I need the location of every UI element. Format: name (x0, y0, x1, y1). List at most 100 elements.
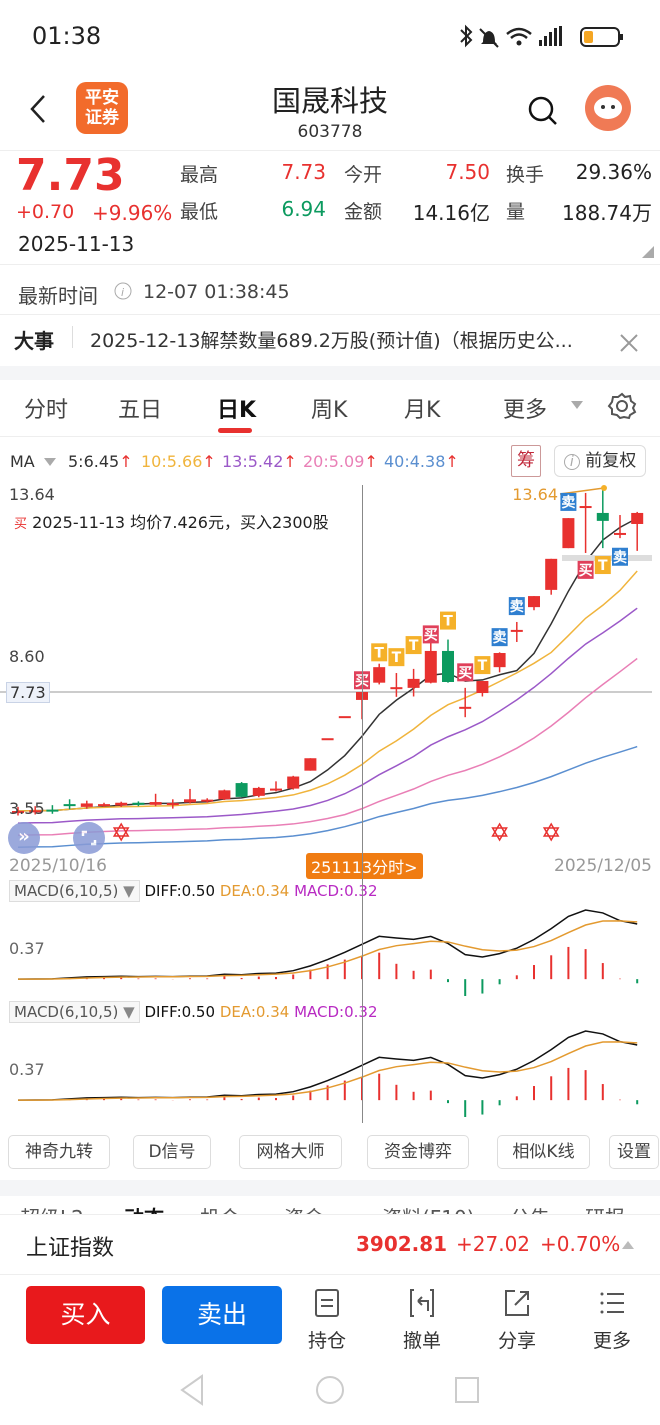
macd-chart[interactable] (0, 900, 660, 1000)
signal-badge[interactable]: 卖 (491, 628, 508, 647)
macd-chart-2[interactable] (0, 1021, 660, 1121)
candle[interactable] (631, 511, 644, 551)
candle[interactable] (321, 738, 334, 741)
tab-0[interactable]: 分时 (24, 398, 69, 423)
tool-button-0[interactable]: 神奇九转 (8, 1135, 110, 1169)
intraday-link-tag[interactable]: 251113分时> (306, 853, 423, 879)
chip-distribution-button[interactable]: 筹 (511, 445, 541, 477)
candle[interactable] (149, 793, 162, 807)
nav-position[interactable]: 持仓 (292, 1287, 362, 1353)
signal-badge[interactable]: T (405, 636, 422, 655)
info-tab-3[interactable]: 资金 (284, 1202, 324, 1214)
info-tab-0[interactable]: 超级L2 (20, 1202, 84, 1214)
signal-badge[interactable]: T (594, 556, 611, 575)
close-icon[interactable] (618, 332, 640, 354)
candle[interactable] (270, 781, 282, 792)
signal-badge[interactable]: T (388, 648, 405, 667)
tab-5[interactable]: 更多 (503, 398, 548, 423)
candle[interactable] (442, 639, 454, 683)
search-icon[interactable] (526, 94, 560, 128)
tool-button-4[interactable]: 相似K线 (497, 1135, 590, 1169)
candle[interactable] (29, 806, 42, 815)
signal-badge[interactable]: 卖 (612, 547, 628, 566)
candle[interactable] (562, 518, 575, 549)
tab-3[interactable]: 周K (311, 398, 348, 423)
candle[interactable] (115, 801, 128, 807)
signal-badge[interactable]: T (474, 656, 491, 675)
star-marker-icon[interactable] (542, 822, 560, 842)
candle[interactable] (596, 488, 609, 549)
expand-corner-icon[interactable] (642, 246, 654, 258)
tab-2[interactable]: 日K (217, 398, 257, 423)
candle[interactable] (252, 786, 265, 798)
candle[interactable] (287, 775, 300, 790)
signal-badge[interactable]: 买 (577, 560, 594, 579)
candle[interactable] (407, 668, 420, 697)
candle[interactable] (390, 673, 403, 697)
candle[interactable] (528, 596, 540, 611)
tool-button-3[interactable]: 资金博弈 (367, 1135, 469, 1169)
expand-left-button[interactable]: » (8, 822, 40, 854)
candle[interactable] (12, 806, 24, 816)
candle[interactable] (132, 801, 145, 807)
fullscreen-button[interactable] (73, 822, 105, 854)
info-tab-4[interactable]: 资料(F10) (382, 1202, 475, 1214)
candle[interactable] (579, 492, 592, 553)
event-text[interactable]: 2025-12-13解禁数量689.2万股(预计值)（根据历史公... (90, 330, 573, 352)
tab-4[interactable]: 月K (404, 398, 441, 423)
tab-1[interactable]: 五日 (118, 398, 163, 423)
tool-button-5[interactable]: 设置 (609, 1135, 659, 1169)
signal-badge[interactable]: 卖 (560, 492, 577, 511)
candle[interactable] (424, 641, 437, 684)
nav-share[interactable]: 分享 (482, 1287, 552, 1353)
tool-button-1[interactable]: D信号 (133, 1135, 211, 1169)
system-home-icon[interactable] (316, 1376, 344, 1404)
candle[interactable] (235, 782, 248, 798)
buy-button[interactable]: 买入 (26, 1286, 145, 1344)
candle[interactable] (338, 716, 351, 719)
ma-label[interactable]: MA (10, 452, 35, 471)
star-marker-icon[interactable] (491, 822, 508, 842)
kline-chart[interactable]: 13.64买TTT买T买T卖卖卖买T卖 (0, 480, 660, 880)
macd-indicator-select[interactable]: MACD(6,10,5) ▼ (9, 1001, 140, 1023)
signal-badge[interactable]: 卖 (508, 597, 525, 616)
signal-badge[interactable]: T (440, 611, 456, 630)
sell-button[interactable]: 卖出 (162, 1286, 282, 1344)
settings-gear-icon[interactable] (607, 391, 637, 421)
candle[interactable] (614, 515, 626, 539)
signal-badge[interactable]: 买 (422, 625, 439, 644)
candle[interactable] (201, 798, 214, 803)
signal-badge[interactable]: T (371, 643, 388, 662)
star-marker-icon[interactable] (112, 822, 130, 842)
system-recents-icon[interactable] (455, 1377, 479, 1403)
nav-menu[interactable]: 更多 (577, 1287, 647, 1353)
info-tab-2[interactable]: 机会 (200, 1202, 240, 1214)
ma-dropdown-icon[interactable] (44, 458, 56, 467)
index-bar[interactable]: 上证指数 3902.81 +27.02 +0.70% (0, 1214, 660, 1274)
candle[interactable] (80, 800, 93, 809)
dropdown-arrow-icon[interactable] (570, 400, 584, 410)
info-icon[interactable]: i (114, 282, 132, 300)
macd-indicator-select[interactable]: MACD(6,10,5) ▼ (9, 880, 140, 902)
candle[interactable] (545, 558, 558, 595)
info-tab-5[interactable]: 公告 (510, 1202, 550, 1214)
adjust-price-button[interactable]: i 前复权 (554, 445, 646, 477)
signal-badge[interactable]: 买 (457, 663, 474, 682)
candle[interactable] (46, 805, 59, 814)
candle[interactable] (493, 652, 506, 673)
tool-button-2[interactable]: 网格大师 (239, 1135, 342, 1169)
expand-up-icon[interactable] (622, 1241, 634, 1249)
assistant-avatar-icon[interactable] (584, 84, 632, 132)
back-icon[interactable] (26, 92, 50, 126)
info-tab-1[interactable]: 动态 (124, 1202, 164, 1214)
candle[interactable] (304, 758, 317, 771)
candle[interactable] (476, 680, 489, 697)
candle[interactable] (63, 799, 76, 810)
candle[interactable] (166, 799, 179, 809)
candle[interactable] (373, 663, 386, 685)
info-tab-6[interactable]: 研报 (585, 1202, 625, 1214)
candle[interactable] (218, 789, 231, 800)
candle[interactable] (98, 802, 110, 807)
system-back-icon[interactable] (180, 1374, 203, 1406)
candle[interactable] (184, 788, 196, 804)
